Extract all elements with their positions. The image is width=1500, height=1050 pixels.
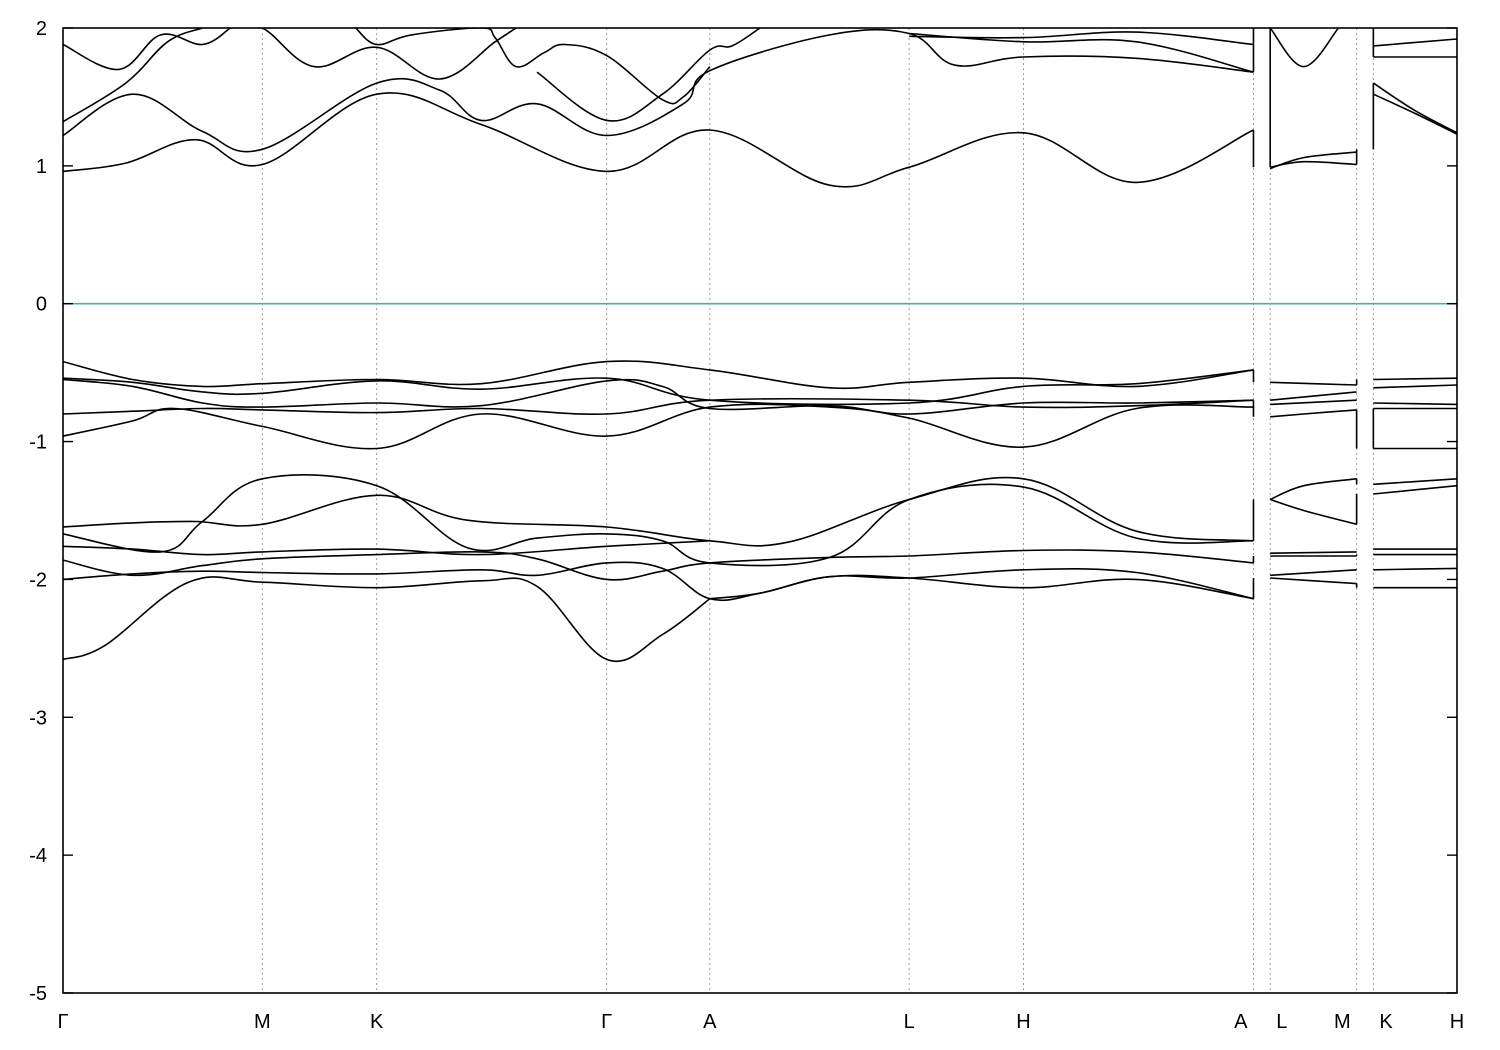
band-16 xyxy=(63,360,1254,390)
band-20 xyxy=(63,403,1254,450)
x-tick-label-9: M xyxy=(1334,1011,1351,1033)
y-tick-label-4: -2 xyxy=(29,569,47,591)
bands xyxy=(63,28,1457,662)
x-tick-label-8: L xyxy=(1276,1011,1287,1033)
band-12 xyxy=(1372,82,1457,134)
x-tick-label-11: H xyxy=(1450,1011,1464,1033)
x-tick-label-4: A xyxy=(703,1011,717,1033)
y-tick-label-6: -4 xyxy=(29,845,47,867)
y-tick-label-0: 2 xyxy=(36,18,47,40)
band-47 xyxy=(1373,567,1457,571)
band-43 xyxy=(1373,478,1457,486)
band-9 xyxy=(1269,151,1357,170)
x-tick-label-3: Γ xyxy=(601,1011,612,1033)
x-tick-label-0: Γ xyxy=(57,1011,68,1033)
y-axis: 2 1 0 -1 -2 -3 -4 -5 xyxy=(29,18,1457,1005)
band-18 xyxy=(63,378,1254,415)
band-13 xyxy=(1373,93,1457,135)
band-25 xyxy=(1373,377,1457,381)
band-31 xyxy=(63,474,1254,567)
band-0 xyxy=(63,92,1254,188)
band-24 xyxy=(1270,409,1357,418)
y-tick-label-1: 1 xyxy=(36,156,47,178)
band-19 xyxy=(63,397,1254,416)
band-30 xyxy=(63,476,1254,547)
band-38 xyxy=(1269,498,1357,526)
band-41 xyxy=(1270,569,1357,577)
band-22 xyxy=(1270,391,1357,401)
x-tick-label-6: H xyxy=(1016,1011,1030,1033)
x-tick-label-7: A xyxy=(1234,1011,1248,1033)
band-17 xyxy=(63,369,1254,406)
band-35 xyxy=(63,576,711,662)
x-tick-label-5: L xyxy=(904,1011,915,1033)
y-tick-label-5: -3 xyxy=(29,707,47,729)
y-tick-label-7: -5 xyxy=(29,983,47,1005)
band-44 xyxy=(1373,484,1457,495)
band-32 xyxy=(63,540,710,556)
vertical-grid xyxy=(261,28,1374,993)
y-tick-label-2: 0 xyxy=(36,294,47,316)
band-1 xyxy=(63,28,1254,153)
band-10 xyxy=(1270,160,1357,168)
plot-frame xyxy=(62,27,1458,994)
band-36 xyxy=(709,574,1254,600)
band-37 xyxy=(1269,478,1357,501)
band-15 xyxy=(1373,38,1457,47)
band-4 xyxy=(536,28,761,122)
x-tick-label-2: K xyxy=(370,1011,384,1033)
band-34 xyxy=(63,561,1254,602)
band-39 xyxy=(1270,551,1357,554)
band-42 xyxy=(1270,577,1357,585)
band-23 xyxy=(1270,399,1357,406)
band-21 xyxy=(1270,381,1357,386)
band-8 xyxy=(909,31,1254,46)
band-5 xyxy=(63,28,231,71)
y-tick-label-3: -1 xyxy=(29,432,47,454)
band-26 xyxy=(1373,384,1457,389)
band-11 xyxy=(1269,28,1340,68)
x-tick-label-1: M xyxy=(254,1011,271,1033)
band-2 xyxy=(63,28,203,123)
band-27 xyxy=(1373,402,1457,406)
x-tick-label-10: K xyxy=(1379,1011,1393,1033)
band-6 xyxy=(355,28,711,105)
band-3 xyxy=(230,28,517,80)
band-33 xyxy=(63,549,1254,581)
